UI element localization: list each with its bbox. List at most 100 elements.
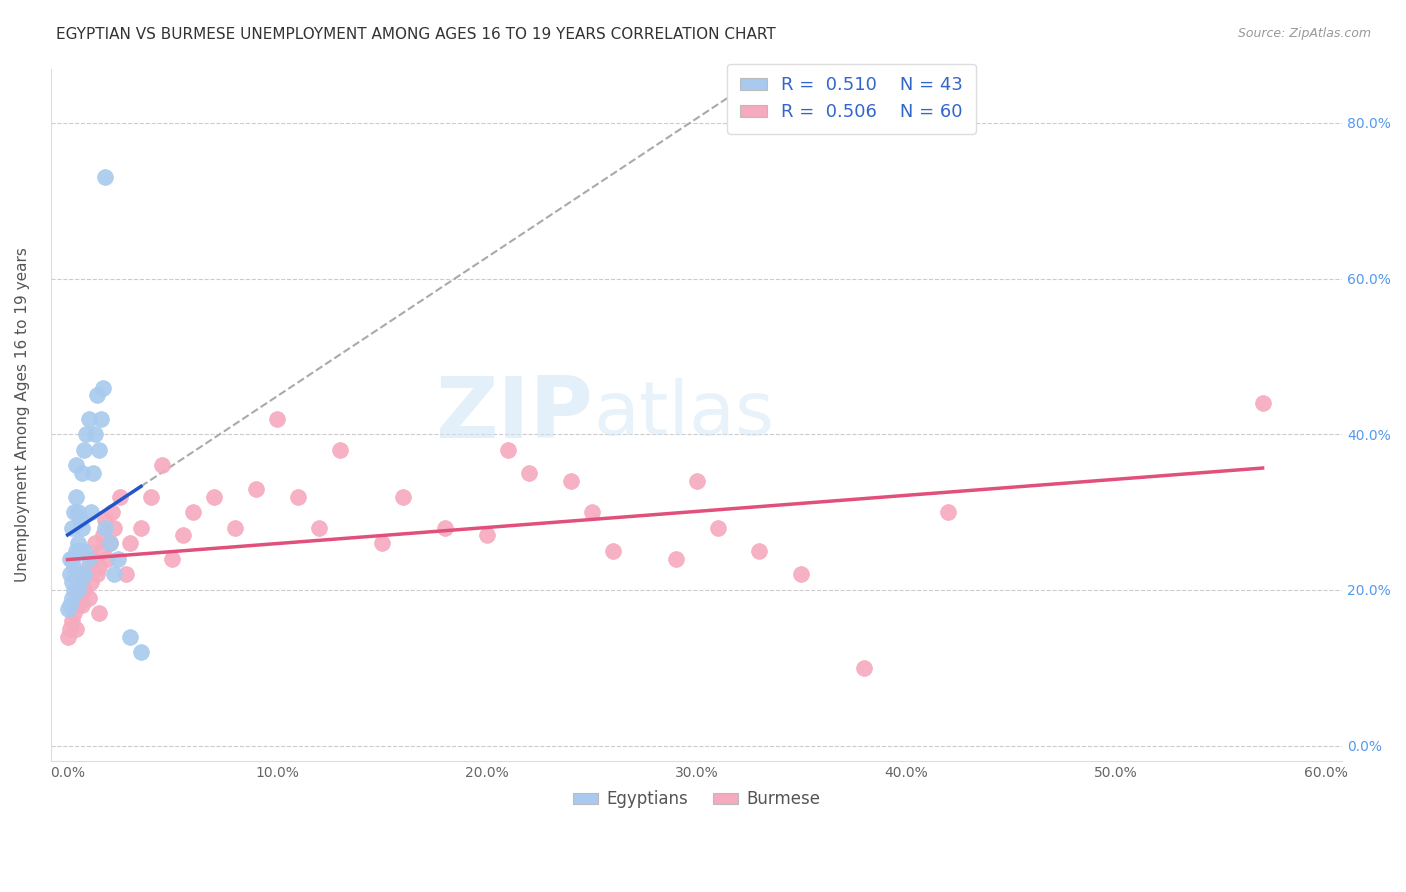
Point bbox=[83, 427, 105, 442]
Point bbox=[77, 551, 100, 566]
Point bbox=[475, 528, 498, 542]
Point bbox=[936, 505, 959, 519]
Point bbox=[59, 622, 82, 636]
Point bbox=[73, 442, 96, 457]
Point bbox=[59, 599, 82, 613]
Point bbox=[63, 606, 86, 620]
Text: ZIP: ZIP bbox=[436, 373, 593, 457]
Point bbox=[72, 567, 94, 582]
Point bbox=[60, 614, 83, 628]
Point bbox=[103, 521, 125, 535]
Point bbox=[224, 521, 246, 535]
Point bbox=[67, 536, 90, 550]
Point bbox=[72, 599, 94, 613]
Point bbox=[141, 490, 163, 504]
Point bbox=[602, 544, 624, 558]
Point bbox=[120, 630, 142, 644]
Point bbox=[87, 559, 110, 574]
Point bbox=[94, 170, 117, 185]
Point bbox=[69, 513, 91, 527]
Y-axis label: Unemployment Among Ages 16 to 19 years: Unemployment Among Ages 16 to 19 years bbox=[15, 247, 30, 582]
Point bbox=[60, 591, 83, 605]
Point bbox=[90, 411, 112, 425]
Point bbox=[87, 442, 110, 457]
Point bbox=[96, 551, 118, 566]
Point bbox=[433, 521, 456, 535]
Point bbox=[69, 575, 91, 590]
Text: EGYPTIAN VS BURMESE UNEMPLOYMENT AMONG AGES 16 TO 19 YEARS CORRELATION CHART: EGYPTIAN VS BURMESE UNEMPLOYMENT AMONG A… bbox=[56, 27, 776, 42]
Point bbox=[560, 474, 582, 488]
Point bbox=[120, 536, 142, 550]
Point bbox=[706, 521, 728, 535]
Point bbox=[202, 490, 225, 504]
Point bbox=[100, 505, 122, 519]
Point bbox=[107, 551, 129, 566]
Point bbox=[245, 482, 267, 496]
Point bbox=[63, 505, 86, 519]
Point bbox=[76, 427, 98, 442]
Point bbox=[287, 490, 309, 504]
Point bbox=[72, 466, 94, 480]
Point bbox=[665, 551, 688, 566]
Point bbox=[82, 466, 104, 480]
Point bbox=[98, 536, 121, 550]
Text: Source: ZipAtlas.com: Source: ZipAtlas.com bbox=[1237, 27, 1371, 40]
Point bbox=[94, 521, 117, 535]
Point bbox=[56, 602, 79, 616]
Point bbox=[94, 513, 117, 527]
Point bbox=[108, 490, 131, 504]
Point bbox=[172, 528, 194, 542]
Point bbox=[67, 599, 90, 613]
Point bbox=[77, 559, 100, 574]
Point bbox=[853, 661, 876, 675]
Point bbox=[308, 521, 330, 535]
Point bbox=[67, 567, 90, 582]
Point bbox=[72, 521, 94, 535]
Point bbox=[98, 536, 121, 550]
Point bbox=[73, 567, 96, 582]
Point bbox=[59, 567, 82, 582]
Point bbox=[685, 474, 707, 488]
Point bbox=[79, 505, 101, 519]
Point bbox=[129, 645, 152, 659]
Point bbox=[69, 544, 91, 558]
Point bbox=[1251, 396, 1274, 410]
Point bbox=[67, 582, 90, 597]
Point bbox=[790, 567, 813, 582]
Point bbox=[86, 388, 108, 402]
Point bbox=[69, 591, 91, 605]
Point bbox=[86, 567, 108, 582]
Point bbox=[82, 551, 104, 566]
Point bbox=[581, 505, 603, 519]
Point bbox=[67, 582, 90, 597]
Point bbox=[266, 411, 288, 425]
Point bbox=[83, 536, 105, 550]
Point bbox=[371, 536, 394, 550]
Point bbox=[103, 567, 125, 582]
Point bbox=[79, 575, 101, 590]
Point bbox=[77, 591, 100, 605]
Point bbox=[63, 582, 86, 597]
Point bbox=[90, 544, 112, 558]
Point bbox=[496, 442, 519, 457]
Point bbox=[60, 551, 83, 566]
Legend: Egyptians, Burmese: Egyptians, Burmese bbox=[567, 784, 827, 815]
Point bbox=[73, 582, 96, 597]
Point bbox=[65, 544, 87, 558]
Point bbox=[65, 490, 87, 504]
Point bbox=[517, 466, 540, 480]
Point bbox=[63, 559, 86, 574]
Point bbox=[91, 528, 114, 542]
Point bbox=[162, 551, 184, 566]
Point bbox=[56, 630, 79, 644]
Text: atlas: atlas bbox=[593, 378, 775, 451]
Point bbox=[150, 458, 173, 473]
Point bbox=[129, 521, 152, 535]
Point bbox=[59, 551, 82, 566]
Point bbox=[73, 544, 96, 558]
Point bbox=[76, 567, 98, 582]
Point bbox=[183, 505, 205, 519]
Point bbox=[87, 606, 110, 620]
Point bbox=[72, 575, 94, 590]
Point bbox=[60, 521, 83, 535]
